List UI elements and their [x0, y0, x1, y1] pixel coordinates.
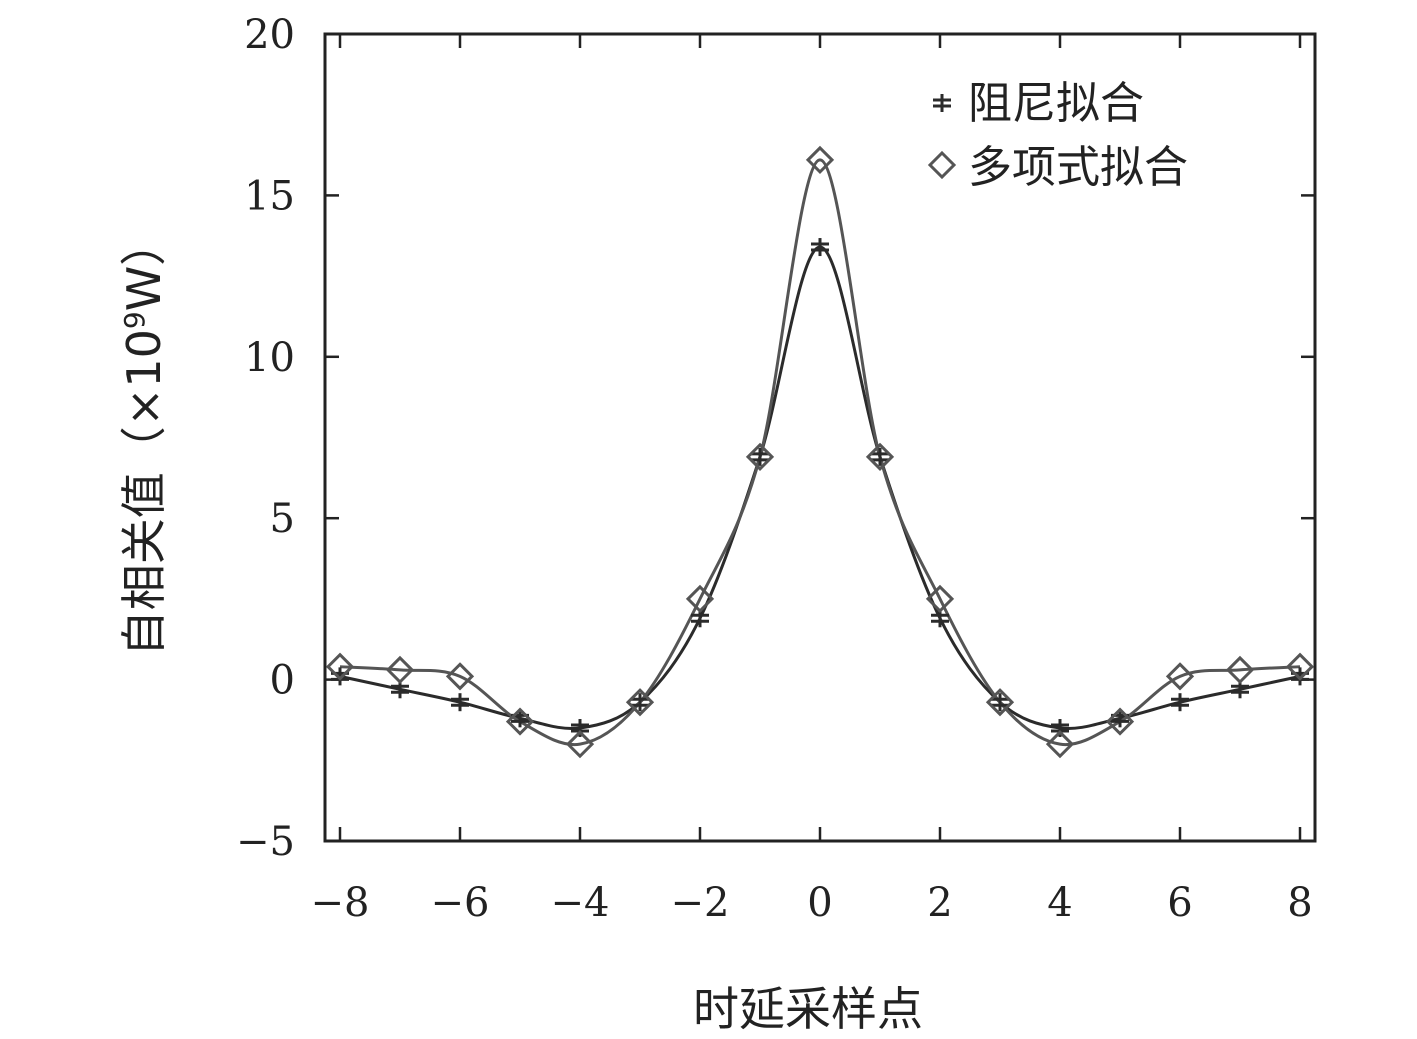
data-point-series-1 — [625, 688, 655, 717]
legend-label-damped: 阻尼拟合 — [968, 78, 1144, 129]
legend-label-polynomial: 多项式拟合 — [968, 142, 1188, 193]
data-point-series-0 — [871, 447, 889, 466]
y-tick-label: 5 — [270, 496, 295, 542]
y-axis-title-exponent: 9 — [118, 311, 151, 329]
x-tick-label: 8 — [1287, 880, 1312, 926]
y-axis-title-unit: （×10 — [117, 329, 171, 472]
y-tick-label: 0 — [270, 658, 295, 704]
data-point-series-1 — [745, 442, 775, 471]
y-axis-title-main: 自相关值 — [117, 472, 171, 656]
data-point-series-1 — [985, 688, 1015, 717]
x-tick-label: −2 — [671, 880, 730, 926]
series-line-0 — [339, 245, 1301, 731]
data-point-series-1 — [1285, 652, 1315, 681]
data-point-series-1 — [1225, 655, 1255, 685]
data-point-series-1 — [1165, 662, 1195, 691]
y-tick-label: −5 — [236, 819, 295, 865]
x-tick-label: 6 — [1167, 880, 1192, 926]
data-point-series-1 — [805, 145, 835, 175]
x-tick-label: 0 — [807, 880, 832, 926]
data-point-series-0 — [751, 447, 769, 466]
data-point-series-1 — [1045, 730, 1075, 759]
data-point-series-0 — [811, 238, 829, 257]
data-point-series-0 — [631, 693, 649, 712]
x-tick-label: 2 — [927, 880, 952, 926]
x-tick-label: 4 — [1047, 880, 1072, 926]
x-tick-label: −8 — [311, 880, 370, 926]
y-tick-label: 20 — [244, 12, 295, 58]
data-point-series-0 — [991, 693, 1009, 712]
data-point-series-1 — [385, 655, 415, 685]
data-point-series-1 — [865, 442, 895, 471]
series-line-1 — [339, 158, 1301, 747]
y-axis-title-unit-end: W） — [117, 220, 171, 311]
data-point-series-1 — [1105, 707, 1135, 736]
y-tick-label: 15 — [244, 173, 295, 219]
series-markers — [325, 145, 1315, 759]
y-axis-title: 自相关值（×109W） — [117, 220, 171, 656]
data-point-series-1 — [325, 652, 355, 681]
x-tick-label: −4 — [551, 880, 610, 926]
legend-marker-damped — [933, 94, 951, 112]
data-point-series-1 — [685, 584, 715, 614]
x-axis-title: 时延采样点 — [693, 982, 923, 1036]
x-tick-label: −6 — [431, 880, 490, 926]
axis-tick-labels: −8 −6 −4 −2 0 2 4 6 8 −5 0 5 10 15 20 — [236, 12, 1313, 926]
data-point-series-1 — [565, 730, 595, 759]
data-point-series-1 — [925, 584, 955, 614]
legend-diamond-icon — [927, 150, 957, 180]
y-tick-label: 10 — [244, 335, 295, 381]
data-point-series-0 — [451, 693, 469, 712]
legend-asterisk-icon — [933, 94, 951, 112]
legend-marker-polynomial — [927, 150, 957, 180]
data-point-series-1 — [445, 662, 475, 691]
data-point-series-1 — [505, 707, 535, 736]
legend: 阻尼拟合 多项式拟合 — [927, 78, 1188, 193]
data-point-series-0 — [1171, 693, 1189, 712]
